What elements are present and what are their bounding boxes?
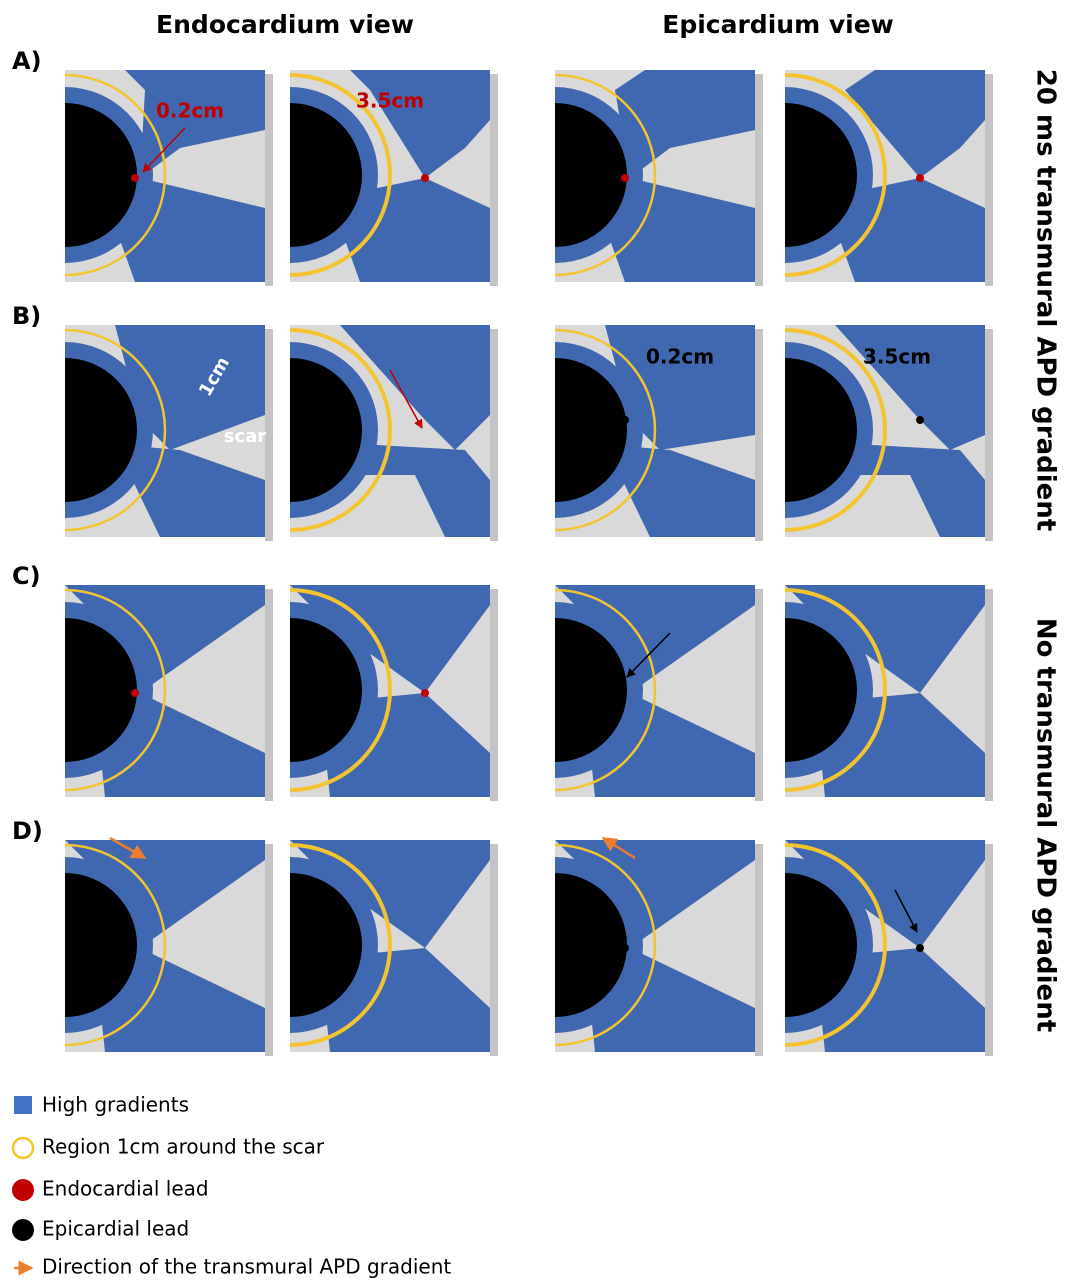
scar xyxy=(483,358,627,502)
annotation: scar xyxy=(224,426,267,447)
lead xyxy=(621,174,629,182)
scar xyxy=(483,103,627,247)
figure: Endocardium view Epicardium view 20 ms t… xyxy=(0,0,1074,1281)
tissue-side xyxy=(490,74,498,286)
tissue-side xyxy=(265,74,273,286)
lead xyxy=(621,944,629,952)
row-label: B) xyxy=(12,302,41,330)
annotation: 3.5cm xyxy=(356,89,424,113)
row-label: D) xyxy=(12,817,43,845)
annotation: 0.2cm xyxy=(156,99,224,123)
tissue-side xyxy=(985,74,993,286)
tissue-side xyxy=(755,844,763,1056)
side-label: No transmural APD gradient xyxy=(1031,618,1061,1032)
tissue-side xyxy=(985,329,993,541)
scar xyxy=(483,873,627,1017)
tissue-side xyxy=(755,74,763,286)
legend-label: Epicardial lead xyxy=(42,1217,189,1241)
legend-swatch xyxy=(12,1219,34,1241)
tissue-side xyxy=(985,589,993,801)
tissue-side xyxy=(265,589,273,801)
tissue-side xyxy=(755,329,763,541)
tissue-side xyxy=(490,329,498,541)
legend-label: High gradients xyxy=(42,1093,189,1117)
row-label: A) xyxy=(12,47,42,75)
panel xyxy=(0,585,273,801)
tissue-side xyxy=(755,589,763,801)
lead xyxy=(916,416,924,424)
row-label: C) xyxy=(12,562,41,590)
tissue-side xyxy=(490,589,498,801)
legend-label: Direction of the transmural APD gradient xyxy=(42,1255,451,1279)
annotation: 3.5cm xyxy=(863,345,931,369)
panel xyxy=(0,840,273,1056)
lead xyxy=(131,689,139,697)
panel xyxy=(455,325,763,541)
panel xyxy=(0,70,273,286)
side-label: 20 ms transmural APD gradient xyxy=(1031,69,1061,531)
legend-swatch xyxy=(14,1096,32,1114)
legend-label: Region 1cm around the scar xyxy=(42,1135,325,1159)
tissue-side xyxy=(265,844,273,1056)
legend: High gradients Region 1cm around the sca… xyxy=(12,1093,451,1279)
legend-swatch xyxy=(12,1179,34,1201)
lead xyxy=(621,416,629,424)
lead xyxy=(421,174,429,182)
panel xyxy=(455,70,763,286)
column-header: Endocardium view xyxy=(156,10,414,39)
panels xyxy=(0,70,993,1056)
legend-label: Endocardial lead xyxy=(42,1177,209,1201)
scar xyxy=(483,618,627,762)
lead xyxy=(916,174,924,182)
annotation: 0.2cm xyxy=(646,345,714,369)
lead xyxy=(131,174,139,182)
panel xyxy=(455,840,763,1056)
panel xyxy=(455,585,763,801)
column-header: Epicardium view xyxy=(662,10,894,39)
lead xyxy=(421,689,429,697)
legend-swatch xyxy=(13,1138,33,1158)
lead xyxy=(916,944,924,952)
tissue-side xyxy=(490,844,498,1056)
tissue-side xyxy=(985,844,993,1056)
